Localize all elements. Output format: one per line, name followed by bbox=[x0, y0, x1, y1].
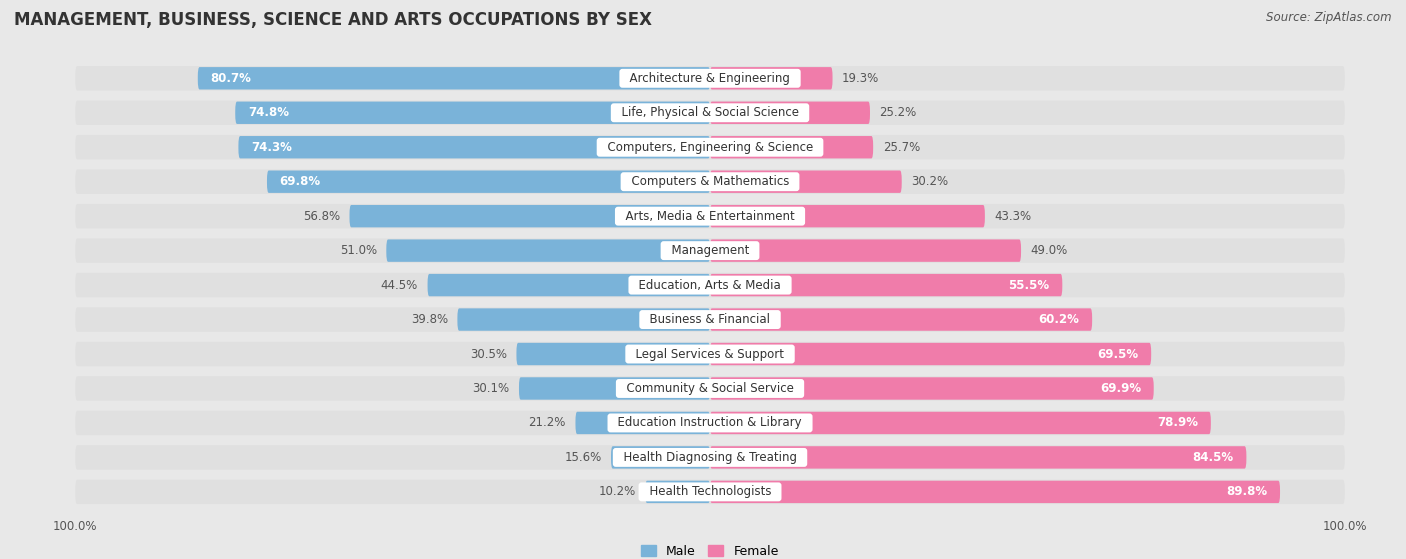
Text: 56.8%: 56.8% bbox=[302, 210, 340, 222]
FancyBboxPatch shape bbox=[387, 239, 710, 262]
Text: Computers & Mathematics: Computers & Mathematics bbox=[624, 175, 796, 188]
Text: Life, Physical & Social Science: Life, Physical & Social Science bbox=[614, 106, 806, 119]
FancyBboxPatch shape bbox=[519, 377, 710, 400]
FancyBboxPatch shape bbox=[710, 309, 1092, 331]
Text: 74.3%: 74.3% bbox=[252, 141, 292, 154]
Text: Legal Services & Support: Legal Services & Support bbox=[628, 348, 792, 361]
FancyBboxPatch shape bbox=[76, 135, 1344, 159]
FancyBboxPatch shape bbox=[710, 239, 1021, 262]
FancyBboxPatch shape bbox=[76, 411, 1344, 435]
Text: Education, Arts & Media: Education, Arts & Media bbox=[631, 278, 789, 292]
Text: Computers, Engineering & Science: Computers, Engineering & Science bbox=[599, 141, 821, 154]
Text: Community & Social Service: Community & Social Service bbox=[619, 382, 801, 395]
FancyBboxPatch shape bbox=[710, 274, 1063, 296]
Text: Health Technologists: Health Technologists bbox=[641, 485, 779, 499]
Text: 30.1%: 30.1% bbox=[472, 382, 509, 395]
Text: 30.5%: 30.5% bbox=[470, 348, 508, 361]
FancyBboxPatch shape bbox=[267, 170, 710, 193]
Text: 78.9%: 78.9% bbox=[1157, 416, 1198, 429]
FancyBboxPatch shape bbox=[710, 205, 984, 228]
Text: Health Diagnosing & Treating: Health Diagnosing & Treating bbox=[616, 451, 804, 464]
FancyBboxPatch shape bbox=[575, 412, 710, 434]
Text: 60.2%: 60.2% bbox=[1039, 313, 1080, 326]
Text: Business & Financial: Business & Financial bbox=[643, 313, 778, 326]
FancyBboxPatch shape bbox=[427, 274, 710, 296]
Text: Education Instruction & Library: Education Instruction & Library bbox=[610, 416, 810, 429]
FancyBboxPatch shape bbox=[612, 446, 710, 468]
FancyBboxPatch shape bbox=[710, 412, 1211, 434]
FancyBboxPatch shape bbox=[76, 376, 1344, 401]
FancyBboxPatch shape bbox=[76, 238, 1344, 263]
Text: 44.5%: 44.5% bbox=[381, 278, 418, 292]
FancyBboxPatch shape bbox=[235, 102, 710, 124]
FancyBboxPatch shape bbox=[239, 136, 710, 158]
Text: 21.2%: 21.2% bbox=[529, 416, 567, 429]
FancyBboxPatch shape bbox=[457, 309, 710, 331]
Text: 19.3%: 19.3% bbox=[842, 72, 879, 85]
FancyBboxPatch shape bbox=[710, 343, 1152, 365]
FancyBboxPatch shape bbox=[198, 67, 710, 89]
Text: 89.8%: 89.8% bbox=[1226, 485, 1267, 499]
Text: 30.2%: 30.2% bbox=[911, 175, 949, 188]
FancyBboxPatch shape bbox=[710, 170, 901, 193]
Text: 39.8%: 39.8% bbox=[411, 313, 449, 326]
FancyBboxPatch shape bbox=[710, 377, 1154, 400]
Text: Source: ZipAtlas.com: Source: ZipAtlas.com bbox=[1267, 11, 1392, 24]
FancyBboxPatch shape bbox=[710, 446, 1246, 468]
Text: 15.6%: 15.6% bbox=[564, 451, 602, 464]
Text: 55.5%: 55.5% bbox=[1008, 278, 1050, 292]
FancyBboxPatch shape bbox=[76, 101, 1344, 125]
Legend: Male, Female: Male, Female bbox=[637, 540, 783, 559]
FancyBboxPatch shape bbox=[76, 480, 1344, 504]
FancyBboxPatch shape bbox=[710, 481, 1279, 503]
Text: Management: Management bbox=[664, 244, 756, 257]
FancyBboxPatch shape bbox=[76, 204, 1344, 229]
Text: MANAGEMENT, BUSINESS, SCIENCE AND ARTS OCCUPATIONS BY SEX: MANAGEMENT, BUSINESS, SCIENCE AND ARTS O… bbox=[14, 11, 652, 29]
Text: 84.5%: 84.5% bbox=[1192, 451, 1233, 464]
Text: 25.7%: 25.7% bbox=[883, 141, 920, 154]
Text: 10.2%: 10.2% bbox=[599, 485, 636, 499]
Text: 43.3%: 43.3% bbox=[994, 210, 1032, 222]
FancyBboxPatch shape bbox=[645, 481, 710, 503]
FancyBboxPatch shape bbox=[76, 273, 1344, 297]
FancyBboxPatch shape bbox=[76, 66, 1344, 91]
FancyBboxPatch shape bbox=[76, 445, 1344, 470]
Text: 80.7%: 80.7% bbox=[211, 72, 252, 85]
FancyBboxPatch shape bbox=[76, 307, 1344, 332]
Text: Architecture & Engineering: Architecture & Engineering bbox=[623, 72, 797, 85]
FancyBboxPatch shape bbox=[76, 342, 1344, 366]
Text: 49.0%: 49.0% bbox=[1031, 244, 1067, 257]
Text: 25.2%: 25.2% bbox=[880, 106, 917, 119]
Text: Arts, Media & Entertainment: Arts, Media & Entertainment bbox=[617, 210, 803, 222]
Text: 51.0%: 51.0% bbox=[340, 244, 377, 257]
Text: 69.5%: 69.5% bbox=[1097, 348, 1139, 361]
Text: 74.8%: 74.8% bbox=[247, 106, 290, 119]
Text: 69.8%: 69.8% bbox=[280, 175, 321, 188]
FancyBboxPatch shape bbox=[76, 169, 1344, 194]
FancyBboxPatch shape bbox=[710, 136, 873, 158]
Text: 69.9%: 69.9% bbox=[1099, 382, 1142, 395]
FancyBboxPatch shape bbox=[350, 205, 710, 228]
FancyBboxPatch shape bbox=[516, 343, 710, 365]
FancyBboxPatch shape bbox=[710, 102, 870, 124]
FancyBboxPatch shape bbox=[710, 67, 832, 89]
